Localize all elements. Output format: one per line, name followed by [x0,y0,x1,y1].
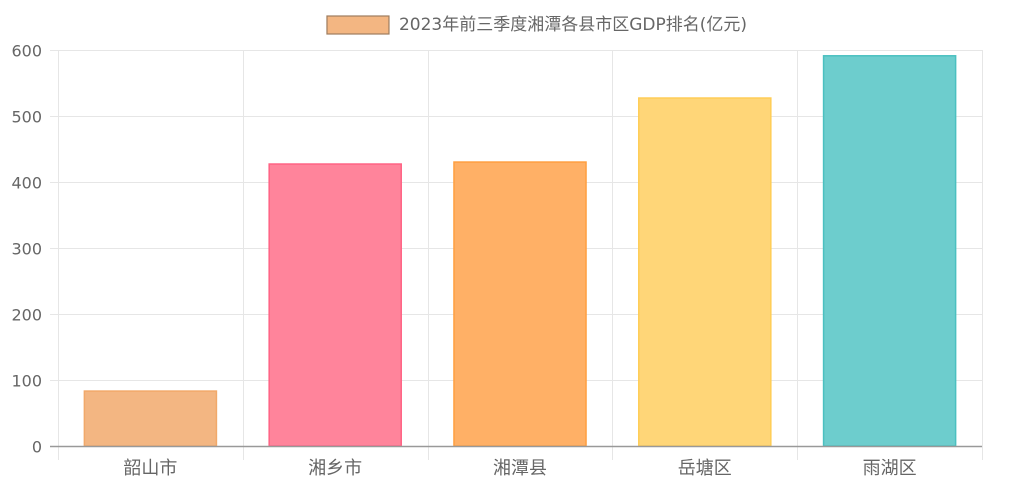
y-tick-label: 100 [11,372,42,391]
y-tick-label: 200 [11,306,42,325]
x-tick-label: 雨湖区 [863,458,917,479]
y-tick-label: 600 [11,42,42,61]
bars [83,55,957,447]
x-tick-label: 湘潭县 [493,458,547,479]
legend-label[interactable]: 2023年前三季度湘潭各县市区GDP排名(亿元) [399,15,747,35]
x-tick-label: 岳塘区 [678,458,732,479]
bar-湘乡市[interactable] [268,163,402,447]
bar-雨湖区[interactable] [822,55,957,447]
grid [50,50,983,460]
y-tick-label: 0 [32,438,42,457]
x-tick-label: 韶山市 [123,458,177,479]
y-tick-label: 300 [11,240,42,259]
y-tick-label: 400 [11,174,42,193]
x-tick-label: 湘乡市 [308,458,362,479]
bar-韶山市[interactable] [83,390,218,447]
axes: 0 100 200 300 400 500 600 韶山市 湘乡市 湘潭县 岳塘区 雨湖区 [11,42,982,479]
y-tick-label: 500 [11,108,42,127]
bar-岳塘区[interactable] [638,97,772,447]
legend[interactable]: 2023年前三季度湘潭各县市区GDP排名(亿元) [326,15,747,35]
bar-湘潭县[interactable] [453,161,587,447]
legend-swatch[interactable] [326,15,390,35]
